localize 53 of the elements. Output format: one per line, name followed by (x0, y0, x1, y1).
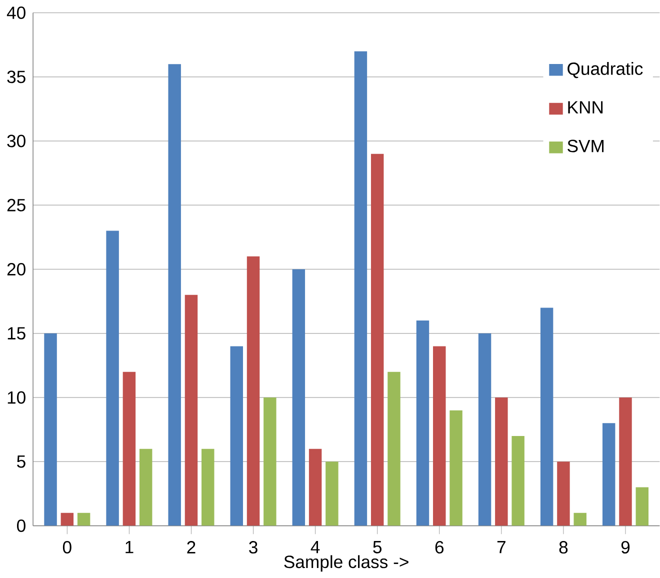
bar (230, 346, 243, 526)
bar (202, 448, 214, 526)
y-tick-label: 40 (6, 6, 26, 19)
bar (354, 51, 368, 526)
bar (416, 320, 430, 526)
bar (602, 423, 616, 526)
bar (540, 308, 554, 526)
bar (122, 372, 136, 526)
bar (478, 333, 492, 526)
legend-label: SVM (568, 140, 604, 152)
y-tick-label: 10 (8, 391, 26, 404)
legend-label: Quadratic (568, 62, 643, 78)
bar (308, 448, 322, 526)
x-tick-label: 5 (373, 540, 382, 554)
y-tick-label: 30 (7, 134, 26, 148)
x-axis-title: Sample class -> (284, 555, 408, 572)
bar (450, 410, 462, 526)
bar (574, 512, 586, 526)
x-tick-label: 1 (126, 540, 134, 554)
x-tick-label: 3 (249, 540, 258, 554)
y-tick-label: 5 (17, 455, 26, 468)
y-tick-label: 35 (7, 70, 26, 84)
bar (106, 230, 119, 526)
bar (619, 397, 632, 526)
bar (326, 462, 338, 526)
x-tick-label: 6 (435, 540, 444, 554)
bar (495, 397, 508, 526)
x-tick-label: 0 (62, 540, 72, 554)
y-tick-label: 0 (17, 519, 26, 532)
x-tick-label: 7 (497, 540, 506, 554)
bar (264, 397, 276, 526)
bar (292, 269, 306, 526)
y-tick-label: 20 (7, 262, 26, 276)
bar (139, 448, 152, 526)
bar (388, 372, 400, 526)
bar (77, 512, 90, 526)
bar (168, 64, 181, 526)
x-tick-label: 4 (310, 540, 320, 554)
bar (636, 487, 648, 526)
bar (512, 436, 524, 526)
legend-label: KNN (568, 101, 603, 114)
x-tick-label: 9 (621, 540, 630, 554)
bar (433, 346, 446, 526)
y-tick-label: 25 (7, 198, 26, 212)
bar (184, 294, 198, 526)
x-tick-label: 8 (559, 540, 568, 554)
bar (44, 333, 57, 526)
bar (60, 512, 74, 526)
bar (246, 256, 260, 526)
y-tick-label: 15 (8, 327, 26, 340)
bar (557, 462, 570, 526)
x-tick-label: 2 (187, 540, 196, 554)
bar (370, 154, 384, 526)
